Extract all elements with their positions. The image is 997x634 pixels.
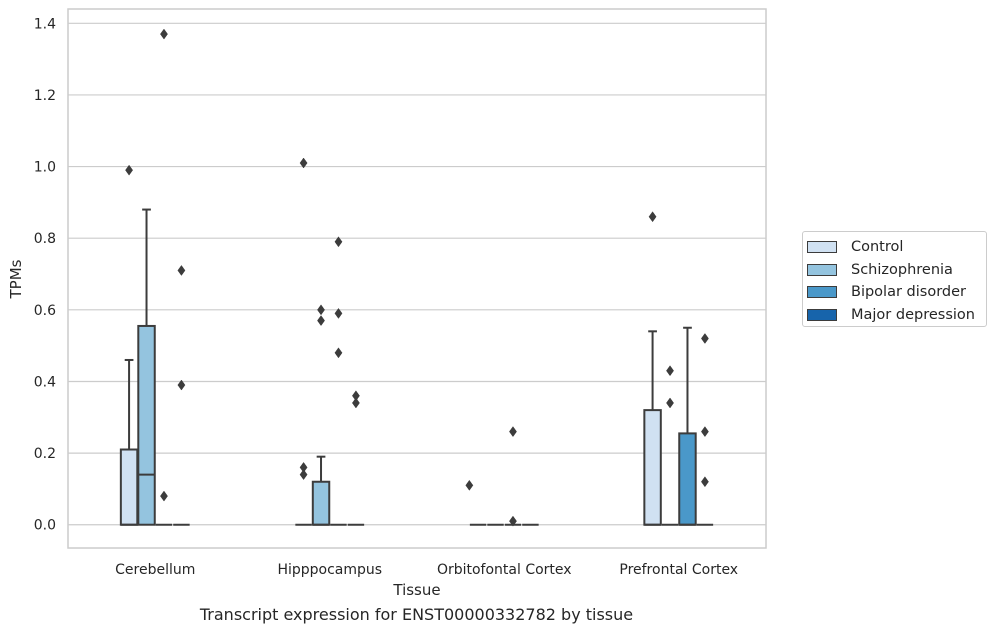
outlier-point [352, 390, 360, 402]
legend-swatch [807, 241, 837, 254]
outlier-point [334, 236, 343, 248]
box-2-3 [678, 326, 697, 526]
outlier-point [666, 397, 674, 409]
legend-label: Major depression [851, 306, 975, 323]
outlier-point [299, 461, 308, 473]
outlier-point [509, 515, 517, 527]
legend-item: Bipolar disorder [803, 281, 986, 304]
y-axis-label: TPMs [7, 259, 25, 299]
y-tick-label: 1.2 [34, 88, 56, 104]
legend-swatch [807, 286, 837, 299]
legend-item: Control [803, 236, 986, 259]
outlier-point [666, 365, 674, 377]
box-body [678, 432, 697, 526]
y-tick-label: 1.0 [34, 160, 56, 176]
y-tick-label: 0.0 [34, 518, 56, 534]
outlier-point [701, 333, 709, 344]
legend-label: Schizophrenia [851, 261, 953, 278]
y-tick-label: 0.8 [34, 231, 56, 247]
outlier-point [465, 479, 474, 491]
outlier-point [701, 426, 709, 438]
x-tick-label: Prefrontal Cortex [619, 562, 738, 578]
boxes [119, 208, 714, 526]
outliers [125, 28, 709, 527]
box-body [311, 480, 331, 526]
outlier-point [177, 379, 186, 391]
x-tick-label: Cerebellum [115, 562, 195, 578]
legend-label: Control [851, 239, 904, 256]
outlier-point [125, 164, 133, 176]
x-axis-label: Tissue [392, 581, 440, 599]
outlier-point [334, 347, 343, 359]
outlier-point [299, 157, 308, 169]
y-tick-label: 0.6 [34, 303, 56, 319]
y-tick-label: 0.2 [34, 446, 56, 462]
outlier-point [317, 315, 325, 327]
x-tick-label: Hipppocampus [277, 562, 382, 578]
legend-item: Schizophrenia [803, 259, 986, 282]
outlier-point [334, 307, 343, 319]
outlier-point [160, 28, 168, 40]
legend-swatch [807, 308, 837, 321]
legend-label: Bipolar disorder [851, 284, 966, 301]
x-tick-label: Orbitofontal Cortex [437, 562, 572, 578]
box-0-0 [119, 358, 139, 526]
outlier-point [701, 476, 709, 488]
outlier-point [352, 397, 360, 409]
outlier-point [177, 265, 186, 276]
box-body [119, 448, 139, 526]
outlier-point [299, 469, 308, 481]
legend: Control Schizophrenia Bipolar disorder Majo… [802, 231, 987, 327]
x-tick-labels: Cerebellum Hipppocampus Orbitofontal Corte… [115, 562, 738, 578]
box-body [137, 324, 156, 526]
outlier-point [648, 211, 657, 223]
outlier-point [317, 304, 325, 316]
y-tick-label: 0.4 [34, 374, 56, 390]
box-0-3 [643, 330, 662, 526]
box-body [643, 409, 662, 526]
legend-item: Major depression [803, 304, 986, 327]
y-tick-labels: 0.0 0.2 0.4 0.6 0.8 1.0 1.2 1.4 [34, 16, 56, 533]
box-1-0 [137, 208, 156, 526]
outlier-point [160, 490, 168, 502]
chart-caption: Transcript expression for ENST0000033278… [199, 605, 634, 624]
outlier-point [509, 426, 517, 438]
box-1-1 [311, 455, 331, 526]
y-tick-label: 1.4 [34, 16, 56, 32]
legend-swatch [807, 263, 837, 276]
